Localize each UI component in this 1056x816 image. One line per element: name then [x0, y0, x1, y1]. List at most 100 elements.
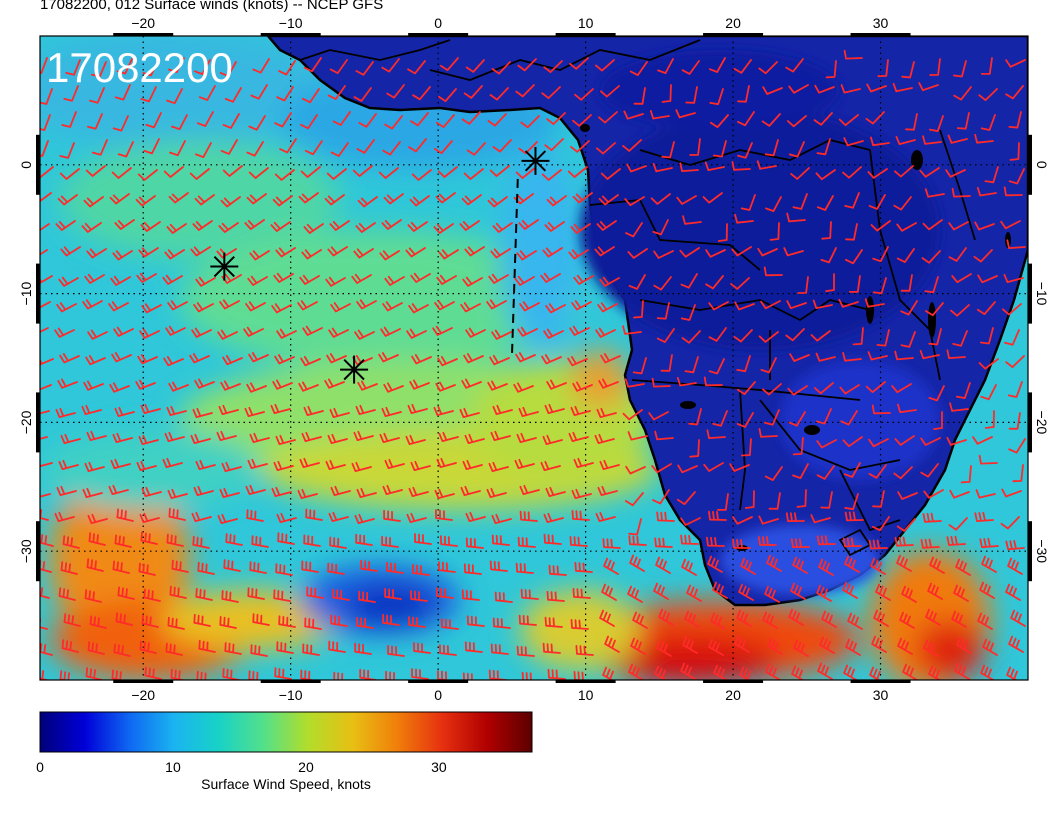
wind-barb	[382, 141, 401, 156]
wind-barb	[793, 639, 809, 657]
wind-barb	[218, 222, 239, 233]
wind-barb	[896, 248, 915, 263]
wind-barb	[487, 380, 508, 391]
wind-barb	[660, 354, 673, 372]
wind-barb	[900, 300, 918, 316]
wind-barb	[491, 534, 510, 546]
wind-barb	[571, 300, 592, 311]
wind-barb	[920, 437, 941, 446]
wind-barb	[273, 589, 291, 602]
wind-barb	[354, 642, 372, 655]
wind-barb	[956, 112, 970, 130]
wind-barb	[787, 385, 808, 396]
wind-barb	[166, 405, 187, 416]
frame-tick-top	[555, 33, 616, 36]
wind-barb	[111, 669, 124, 680]
wind-barb	[629, 554, 645, 572]
wind-barb	[980, 664, 996, 680]
wind-barb	[143, 588, 161, 602]
wind-barb	[654, 537, 673, 548]
wind-barb	[249, 561, 267, 574]
wind-barb	[329, 59, 348, 74]
wind-barb	[438, 249, 459, 260]
wind-barb	[571, 510, 590, 521]
wind-barb	[790, 582, 806, 600]
wind-barb	[192, 220, 213, 231]
wind-barb	[224, 87, 242, 103]
wind-barb	[546, 379, 567, 390]
wind-barb	[198, 639, 216, 653]
wind-barb	[492, 404, 513, 415]
wind-barb	[465, 537, 484, 549]
wind-barb	[437, 166, 458, 178]
lon-label-top: −10	[279, 15, 303, 31]
wind-barb	[845, 223, 858, 241]
wind-barb	[386, 84, 405, 99]
wind-barb	[515, 352, 536, 363]
wind-barb	[792, 193, 808, 210]
wind-barb	[40, 669, 50, 680]
wind-barb	[40, 223, 50, 232]
wind-barb	[54, 511, 75, 522]
wind-barb	[765, 663, 781, 680]
wind-barb	[219, 299, 240, 310]
wind-barb	[629, 61, 648, 76]
frame-tick-right	[1028, 134, 1032, 195]
wind-barb	[85, 355, 106, 366]
wind-barb	[302, 325, 323, 336]
wind-barb	[894, 536, 914, 547]
wind-barb	[729, 463, 750, 472]
wind-barb	[848, 275, 861, 293]
wind-barb	[544, 403, 565, 414]
wind-barb	[170, 668, 187, 680]
wind-barb	[108, 301, 129, 312]
wind-barb	[40, 88, 53, 105]
wind-barb	[109, 382, 130, 393]
wind-barb	[138, 562, 156, 576]
wind-barb	[708, 57, 726, 73]
wind-barb	[463, 168, 484, 180]
map-frame	[39, 35, 1029, 681]
wind-barb	[327, 562, 345, 575]
wind-barb	[865, 111, 885, 125]
wind-barb	[117, 141, 134, 158]
wind-barb	[60, 433, 81, 444]
wind-barb	[676, 491, 696, 505]
wind-barb	[84, 461, 105, 472]
wind-barb	[541, 354, 562, 365]
wind-barb	[462, 459, 483, 470]
wind-barb	[144, 666, 162, 680]
wind-barb	[681, 558, 697, 576]
wind-barb	[407, 221, 428, 232]
wind-barb	[705, 249, 726, 258]
wind-barb	[517, 326, 538, 337]
wind-barb	[40, 643, 53, 656]
wind-barb	[220, 380, 241, 391]
wind-barb	[194, 59, 211, 75]
wind-barb	[141, 486, 162, 497]
wind-barb	[219, 487, 240, 498]
wind-barb	[741, 438, 752, 457]
wind-barb	[433, 405, 454, 416]
wind-barb	[604, 635, 620, 653]
wind-barb	[112, 432, 133, 443]
frame-ticks	[36, 33, 1032, 683]
wind-barb	[843, 49, 863, 60]
wind-barb	[168, 507, 186, 521]
wind-barb	[189, 168, 210, 180]
wind-barb	[896, 222, 917, 232]
wind-barb	[40, 560, 52, 573]
lon-label-top: 20	[725, 15, 741, 31]
wind-barb	[168, 381, 189, 392]
wind-barb	[247, 275, 268, 286]
wind-barb	[603, 557, 619, 575]
frame-tick-bottom	[408, 680, 469, 683]
wind-barb	[355, 533, 373, 546]
wind-barb	[169, 585, 187, 599]
wind-barb	[1008, 168, 1025, 185]
wind-barb	[59, 353, 80, 364]
wind-barb	[894, 165, 914, 178]
wind-barb	[488, 461, 509, 472]
wind-barb	[414, 533, 432, 545]
wind-barb	[703, 462, 724, 472]
